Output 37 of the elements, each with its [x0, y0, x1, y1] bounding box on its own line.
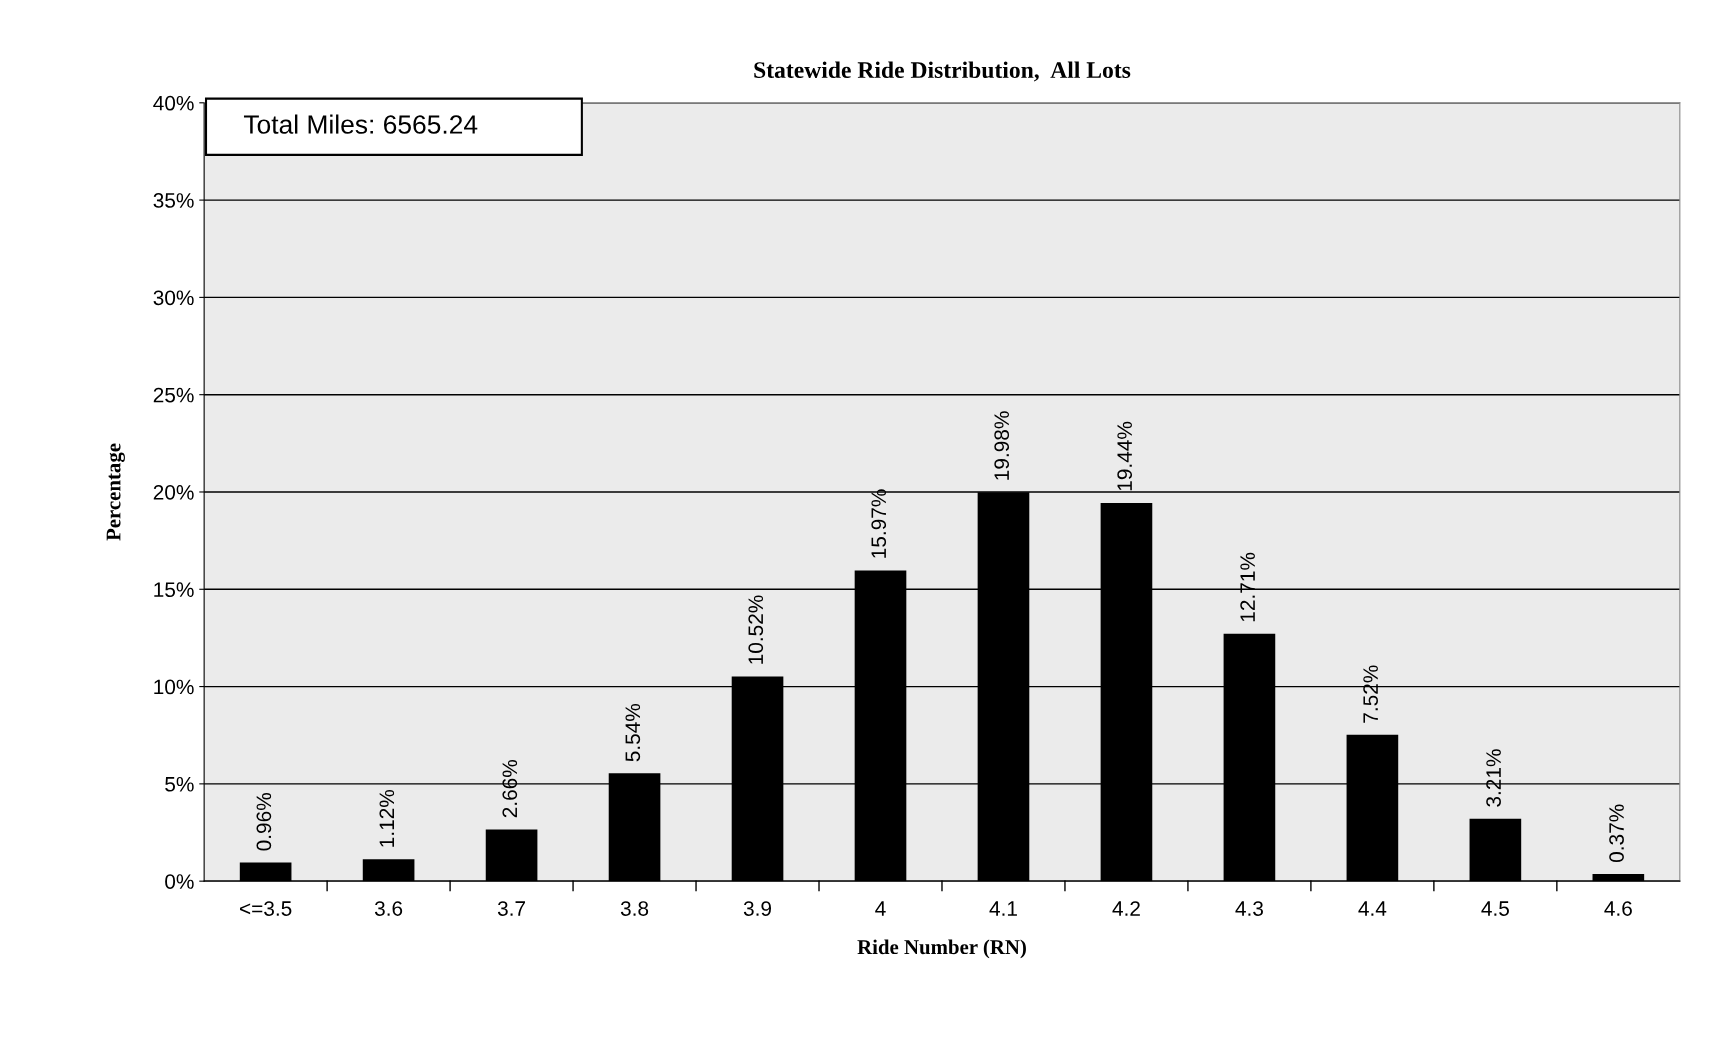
x-tick-label: <=3.5 [240, 901, 292, 916]
data-label: 7.52% [1363, 665, 1378, 723]
data-label: 19.98% [994, 411, 1010, 480]
y-tick-label: 25% [153, 387, 194, 403]
data-label: 0.37% [1609, 804, 1624, 863]
y-tick-label: 15% [154, 582, 194, 598]
y-tick-label: 35% [153, 193, 194, 208]
data-label: 1.12% [379, 789, 395, 847]
data-label: 0.96% [256, 793, 272, 851]
data-label: 19.44% [1117, 421, 1133, 491]
y-tick-label: 40% [153, 95, 194, 111]
x-tick-label: 3.8 [620, 901, 649, 916]
y-tick-label: 30% [153, 290, 194, 306]
data-label: 3.21% [1486, 749, 1501, 807]
y-tick-label: 0% [165, 874, 194, 889]
y-axis-title: Percentage [106, 443, 125, 541]
annotation: Total Miles: 6565.24 [243, 114, 478, 134]
chart-title: Statewide Ride Distribution, All Lots [754, 61, 1131, 82]
x-axis-title: Ride Number (RN) [857, 939, 1026, 959]
data-label: 15.97% [871, 489, 887, 558]
x-tick-label: 4.6 [1604, 901, 1632, 916]
y-tick-label: 20% [153, 484, 194, 500]
x-tick-label: 4.4 [1358, 901, 1387, 916]
y-tick-label: 10% [154, 679, 194, 695]
x-tick-label: 4.5 [1481, 901, 1509, 916]
x-tick-label: 3.7 [497, 901, 526, 916]
x-tick-label: 4.3 [1235, 901, 1263, 916]
x-tick-label: 3.9 [743, 901, 772, 916]
data-label: 2.66% [502, 759, 518, 818]
data-label: 12.71% [1240, 552, 1255, 622]
x-tick-label: 3.6 [374, 901, 403, 916]
x-tick-label: 4 [875, 901, 886, 916]
data-label: 5.54% [625, 703, 641, 762]
data-label: 10.52% [748, 595, 764, 664]
y-tick-label: 5% [165, 776, 194, 792]
x-tick-label: 4.2 [1112, 901, 1140, 916]
x-tick-label: 4.1 [989, 901, 1017, 916]
